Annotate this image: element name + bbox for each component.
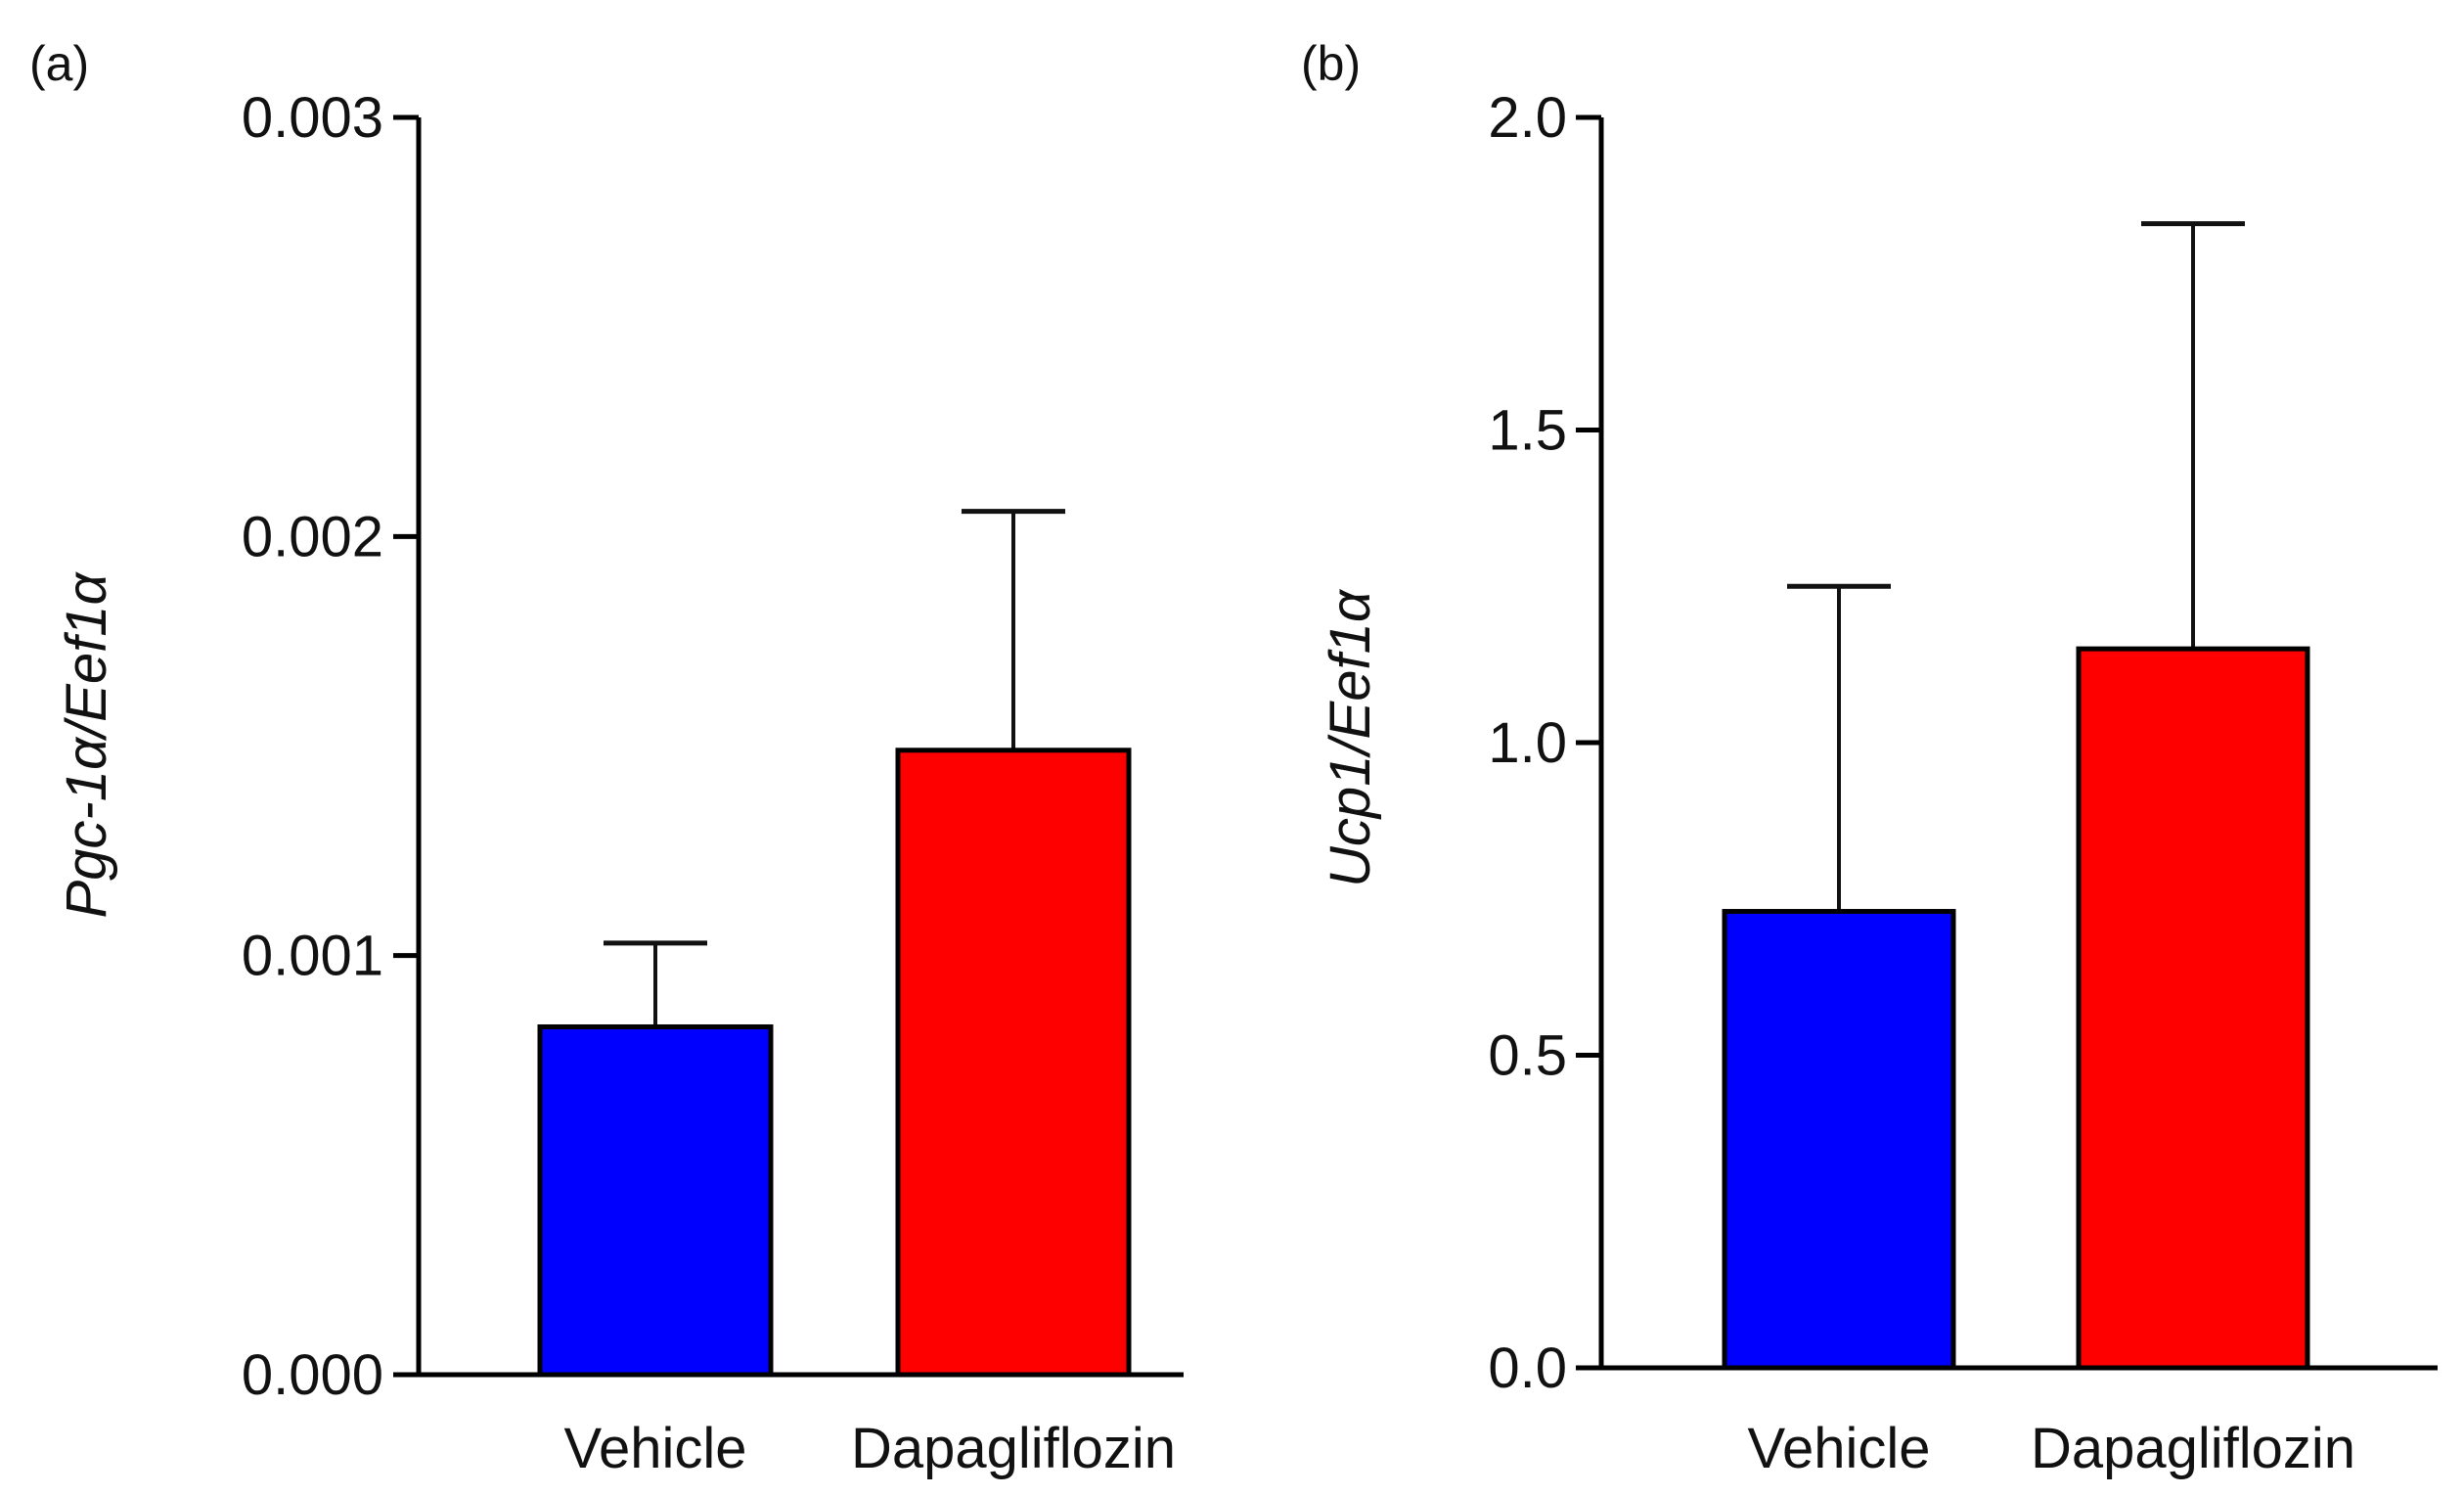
y-axis-title: Pgc-1α/Eef1α [55,571,118,919]
y-tick-label: 2.0 [1488,86,1567,150]
y-tick-label: 0.001 [242,925,383,988]
y-tick-label: 0.003 [242,86,383,150]
y-tick-label: 0.000 [242,1343,383,1407]
y-axis-title: Ucp1/Eef1α [1319,588,1382,887]
bar-vehicle [1722,909,1956,1371]
x-category-label: Vehicle [1747,1417,1930,1480]
panel-label-a: (a) [29,36,89,91]
y-tick-label: 0.5 [1488,1024,1567,1088]
y-tick-label: 1.0 [1488,711,1567,775]
y-tick-label: 0.002 [242,505,383,568]
bar-dapagliflozin [2076,646,2310,1371]
x-category-label: Dapagliflozin [2031,1417,2355,1480]
x-category-label: Dapagliflozin [851,1417,1176,1480]
bar-dapagliflozin [895,748,1132,1378]
y-tick-label: 1.5 [1488,399,1567,463]
bar-vehicle [537,1023,774,1378]
y-tick-label: 0.0 [1488,1337,1567,1400]
x-category-label: Vehicle [563,1417,746,1480]
panel-b-ucp1: (b) 0.0 0.5 1.0 1.5 2.0 Vehicle Dapagliflozin U… [1301,36,2438,1480]
panel-a-pgc1a: (a) 0.000 0.001 0.002 0.003 Vehicle Dapaglifl… [29,36,1184,1480]
panel-label-b: (b) [1301,36,1361,91]
